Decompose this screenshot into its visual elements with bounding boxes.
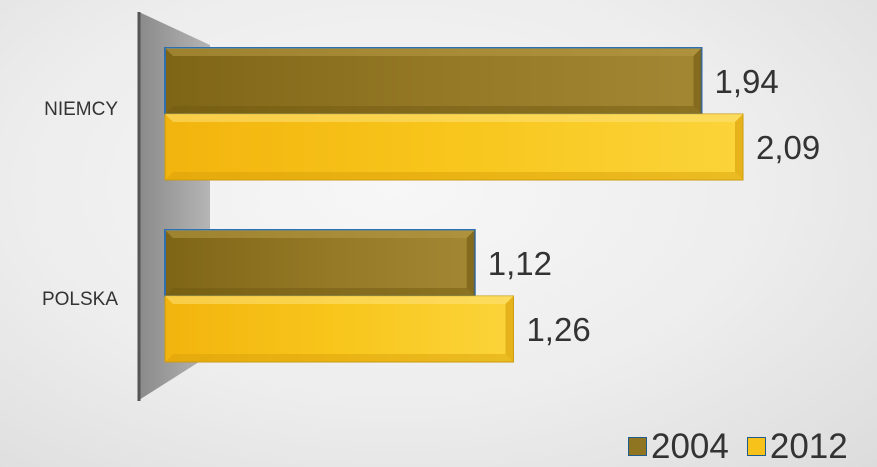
- bar-polska-2012: [164, 295, 514, 363]
- legend-label-2012: 2012: [769, 426, 848, 466]
- bar-polska-2004: [164, 229, 476, 297]
- category-label-polska: POLSKA: [42, 289, 118, 310]
- data-label-polska-2004: 1,12: [488, 245, 552, 282]
- legend-swatch-2004: [628, 437, 647, 456]
- legend-item-2012: 2012: [746, 426, 848, 467]
- data-label-polska-2012: 1,26: [526, 311, 590, 348]
- data-label-niemcy-2004: 1,94: [715, 63, 779, 100]
- legend-label-2004: 2004: [651, 426, 729, 466]
- category-label-niemcy: NIEMCY: [44, 99, 118, 120]
- legend: 2004 2012: [628, 426, 877, 467]
- legend-swatch-2012: [746, 437, 766, 456]
- bar-niemcy-2004: [164, 47, 703, 115]
- data-label-niemcy-2012: 2,09: [756, 129, 820, 166]
- bar-niemcy-2012: [164, 113, 744, 181]
- legend-item-2004: 2004: [628, 427, 729, 467]
